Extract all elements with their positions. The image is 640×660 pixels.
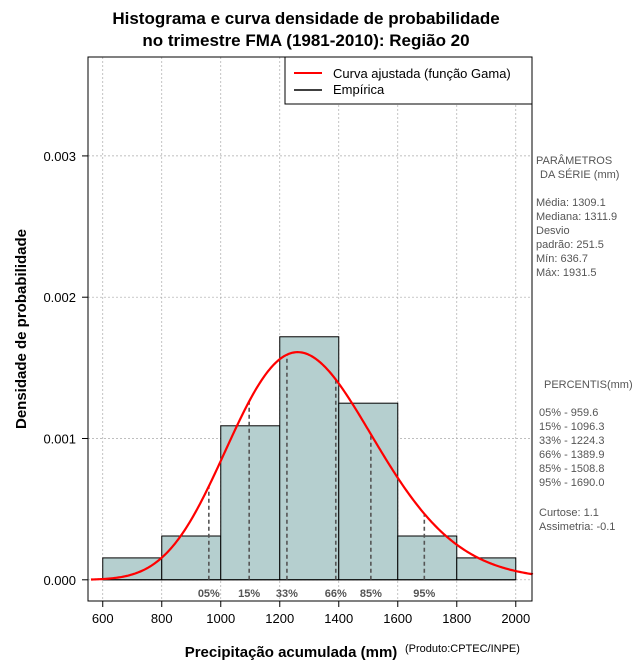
x-tick-label: 2000 <box>501 611 530 626</box>
legend-label-empirical: Empírica <box>333 82 385 97</box>
percentile-label: 85% <box>360 588 382 600</box>
skewness-row: Assimetria: -0.1 <box>539 521 615 533</box>
y-tick-label: 0.002 <box>43 290 76 305</box>
parameters-heading-2: DA SÉRIE (mm) <box>540 168 619 181</box>
percentile-lines <box>208 354 426 580</box>
histogram-bars <box>102 336 517 581</box>
percentile-row: 66% - 1389.9 <box>539 449 604 461</box>
chart-title-line-1: Histograma e curva densidade de probabil… <box>112 9 499 28</box>
percentile-row: 15% - 1096.3 <box>539 421 604 433</box>
x-axis-label: Precipitação acumulada (mm) <box>185 644 398 660</box>
histogram-bar <box>338 402 399 581</box>
percentile-label: 33% <box>276 588 298 600</box>
legend: Curva ajustada (função Gama) Empírica <box>284 56 533 105</box>
legend-box <box>284 56 533 105</box>
y-tick-label: 0.001 <box>43 432 76 447</box>
percentile-label: 05% <box>198 588 220 600</box>
chart-title-line-2: no trimestre FMA (1981-2010): Região 20 <box>142 31 469 50</box>
percentile-label: 95% <box>413 588 435 600</box>
percentile-labels: 05% 15% 33% 66% 85% 95% <box>198 588 436 600</box>
parameter-row: Média: 1309.1 <box>536 197 606 209</box>
parameter-row: Mediana: 1311.9 <box>536 211 617 223</box>
y-tick-label: 0.003 <box>43 149 76 164</box>
percentile-label: 66% <box>325 588 347 600</box>
x-tick-label: 1000 <box>206 611 235 626</box>
percentile-label: 15% <box>238 588 260 600</box>
x-tick-label: 1600 <box>383 611 412 626</box>
parameters-heading-1: PARÂMETROS <box>536 154 612 167</box>
y-axis-label: Densidade de probabilidade <box>13 229 30 429</box>
legend-label-curve: Curva ajustada (função Gama) <box>333 66 511 81</box>
gamma-fit-curve <box>90 351 534 581</box>
x-axis-ticks: 600 800 1000 1200 1400 1600 1800 2000 <box>92 601 530 626</box>
histogram-bar <box>397 535 458 581</box>
parameter-row: padrão: 251.5 <box>536 239 604 251</box>
x-tick-label: 1400 <box>324 611 353 626</box>
parameter-row: Desvio <box>536 225 570 237</box>
x-tick-label: 1800 <box>442 611 471 626</box>
percentiles-panel: PERCENTIS(mm) 05% - 959.6 15% - 1096.3 3… <box>539 379 633 533</box>
kurtosis-row: Curtose: 1.1 <box>539 507 599 519</box>
y-axis-ticks: 0.000 0.001 0.002 0.003 <box>43 149 88 588</box>
parameter-row: Máx: 1931.5 <box>536 267 597 279</box>
percentile-row: 95% - 1690.0 <box>539 477 604 489</box>
histogram-bar <box>102 557 163 581</box>
x-tick-label: 800 <box>151 611 173 626</box>
percentile-row: 05% - 959.6 <box>539 407 598 419</box>
parameter-row: Mín: 636.7 <box>536 253 588 265</box>
x-tick-label: 1200 <box>265 611 294 626</box>
histogram-bar <box>220 425 281 581</box>
parameters-panel: PARÂMETROS DA SÉRIE (mm) Média: 1309.1 M… <box>536 154 619 279</box>
percentile-row: 85% - 1508.8 <box>539 463 604 475</box>
y-tick-label: 0.000 <box>43 573 76 588</box>
percentile-row: 33% - 1224.3 <box>539 435 604 447</box>
x-tick-label: 600 <box>92 611 114 626</box>
percentiles-heading: PERCENTIS(mm) <box>544 379 633 391</box>
histogram-bar <box>161 535 222 581</box>
credit-label: (Produto:CPTEC/INPE) <box>405 643 520 655</box>
